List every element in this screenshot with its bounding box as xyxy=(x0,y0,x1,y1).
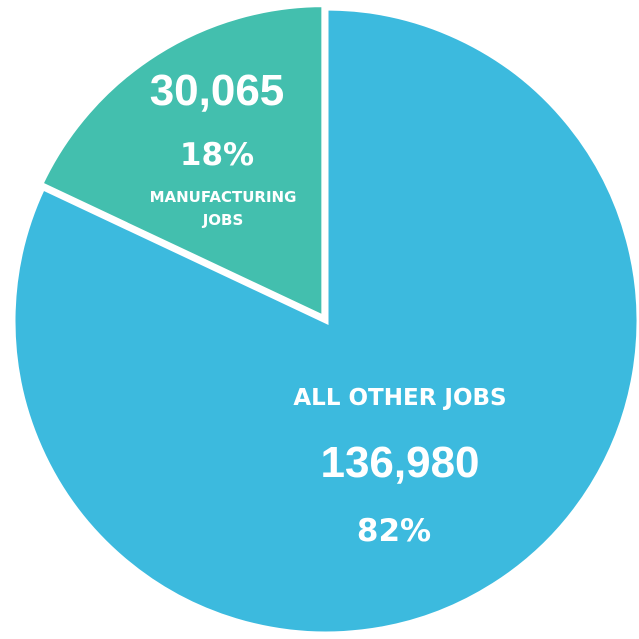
manufacturing-name-line-2: JOBS xyxy=(202,211,244,229)
manufacturing-value-label: 30,065 xyxy=(150,66,285,115)
manufacturing-name-line-1: MANUFACTURING xyxy=(150,188,297,206)
manufacturing-percent-label: 18% xyxy=(180,137,254,173)
other-jobs-value-label: 136,980 xyxy=(320,438,479,487)
pie-slices xyxy=(10,2,639,637)
other-jobs-name-label: ALL OTHER JOBS xyxy=(293,385,506,411)
other-jobs-percent-label: 82% xyxy=(357,513,431,549)
manufacturing-jobs-slice xyxy=(37,2,327,322)
